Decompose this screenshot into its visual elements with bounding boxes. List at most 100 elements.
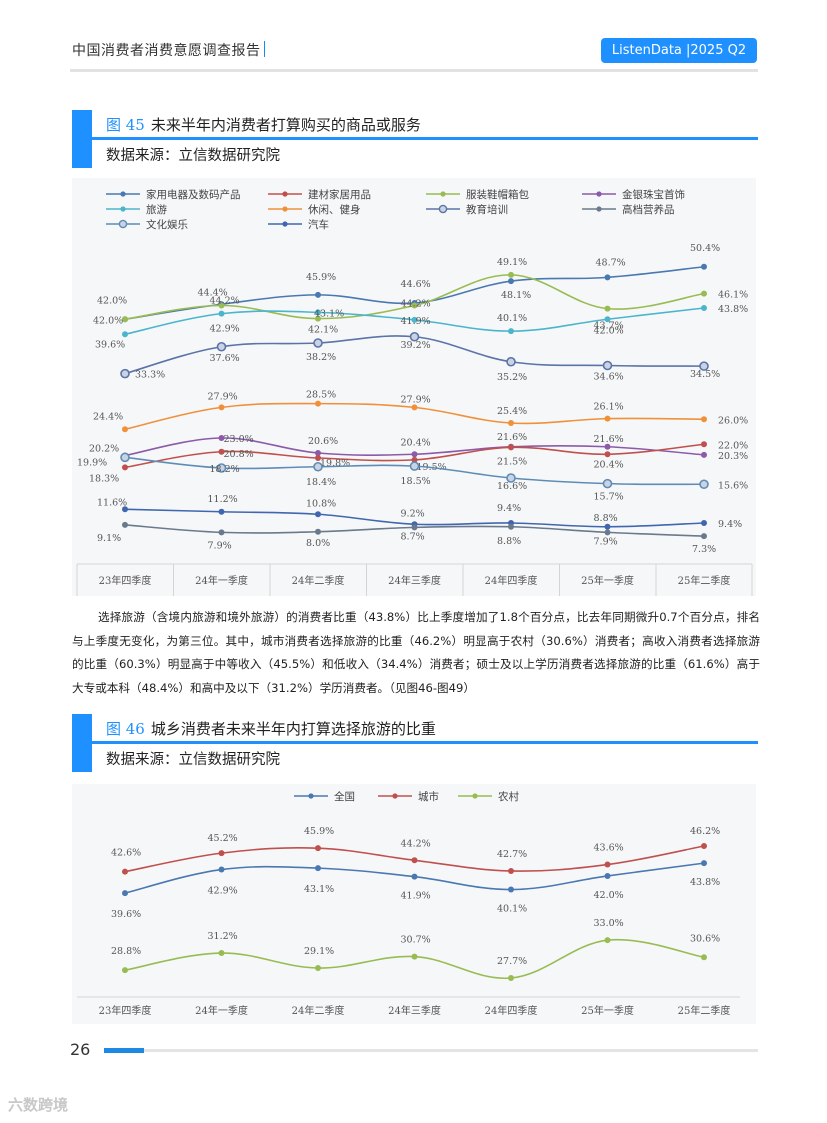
- data-label: 19.9%: [77, 457, 107, 468]
- data-point: [701, 954, 707, 961]
- data-label: 7.3%: [692, 544, 716, 555]
- series-旅游: 39.6% 42.9% 43.1% 41.9% 40.1% 42.0% 43.8%: [95, 304, 748, 350]
- legend-marker: [438, 204, 448, 214]
- series-金银珠宝首饰: 20.2% 23.0% 20.6% 20.4% 21.6% 21.6% 20.3%: [89, 432, 748, 462]
- data-point: [218, 866, 225, 873]
- data-point: [218, 950, 225, 957]
- data-point: [701, 451, 707, 458]
- data-label: 15.6%: [718, 480, 748, 491]
- legend-item: 高档营养品: [582, 203, 675, 216]
- data-label: 40.1%: [497, 904, 527, 915]
- data-label: 9.4%: [497, 503, 521, 514]
- data-point: [411, 857, 418, 864]
- chart-46: 全国 城市 农村 39.6% 42.9% 43.1% 41.9% 40.1% 42.0% 43.8…: [72, 784, 756, 1024]
- data-point: [122, 967, 128, 974]
- data-label: 8.7%: [401, 531, 425, 542]
- x-tick-label: 23年四季度: [99, 1004, 152, 1017]
- data-point: [508, 523, 514, 530]
- data-point: [701, 533, 707, 540]
- data-label: 42.0%: [93, 315, 123, 326]
- figure-46-title: 图 46 城乡消费者未来半年内打算选择旅游的比重: [106, 718, 436, 739]
- data-point: [604, 316, 611, 323]
- figure-rule: [92, 137, 758, 140]
- x-tick-label: 25年二季度: [678, 1004, 731, 1017]
- legend-label: 城市: [418, 790, 439, 803]
- data-label: 31.2%: [208, 931, 238, 942]
- data-point: [120, 452, 130, 463]
- data-label: 10.8%: [306, 498, 336, 509]
- legend-item: 全国: [294, 790, 355, 803]
- series-休闲、健身: 24.4% 27.9% 28.5% 27.9% 25.4% 26.1% 26.0%: [93, 390, 748, 433]
- series-汽车: 11.6% 11.2% 10.8% 9.2% 9.4% 8.8% 9.4%: [97, 494, 742, 530]
- data-point: [122, 890, 128, 897]
- data-point: [122, 868, 128, 875]
- data-point: [604, 529, 611, 536]
- data-label: 34.5%: [690, 369, 720, 380]
- data-point: [699, 479, 709, 490]
- data-point: [701, 860, 707, 867]
- data-point: [122, 464, 128, 471]
- data-point: [218, 850, 225, 857]
- data-label: 42.0%: [97, 295, 127, 306]
- figure-45-title: 图 45 未来半年内消费者打算购买的商品或服务: [106, 114, 421, 135]
- data-label: 20.4%: [594, 459, 624, 470]
- data-label: 20.4%: [401, 437, 431, 448]
- data-point: [604, 443, 611, 450]
- data-label: 7.9%: [208, 540, 232, 551]
- watermark-logo: 六数跨境: [8, 1096, 69, 1114]
- legend-marker: [282, 221, 288, 227]
- figure-rule: [92, 741, 758, 744]
- legend-label: 汽车: [308, 218, 329, 231]
- data-point: [218, 529, 225, 536]
- x-tick-label: 24年二季度: [292, 574, 345, 587]
- data-point: [604, 305, 611, 312]
- series-服装鞋帽箱包: 42.0% 44.2% 42.1% 44.2% 49.1% 43.7% 46.1%: [93, 257, 748, 336]
- data-point: [315, 845, 321, 852]
- data-point: [218, 302, 225, 309]
- data-label: 42.7%: [497, 849, 527, 860]
- legend-label: 文化娱乐: [146, 218, 188, 231]
- figure-46-heading: 图 46 城乡消费者未来半年内打算选择旅游的比重 数据来源：立信数据研究院: [72, 714, 758, 772]
- data-label: 46.1%: [718, 290, 748, 301]
- data-label: 39.6%: [95, 339, 125, 350]
- data-label: 7.9%: [594, 536, 618, 547]
- data-point: [604, 872, 611, 879]
- data-label: 26.1%: [594, 402, 624, 413]
- legend-label: 建材家居用品: [308, 188, 371, 201]
- data-point: [315, 511, 321, 518]
- legend-item: 金银珠宝首饰: [582, 188, 685, 201]
- data-label: 11.6%: [97, 497, 127, 508]
- data-label: 21.5%: [497, 456, 527, 467]
- x-tick-label: 24年四季度: [485, 574, 538, 587]
- data-point: [604, 451, 611, 458]
- data-label: 28.5%: [306, 390, 336, 401]
- data-point: [411, 953, 418, 960]
- chart-45: 家用电器及数码产品 建材家居用品 服装鞋帽箱包 金银珠宝首饰 旅游 休闲、健身 教育培训 高档…: [72, 178, 756, 596]
- data-point: [508, 975, 514, 981]
- series-建材家居用品: 18.3%20.8%19.8% 19.5% 21.5% 20.4%22.0%: [89, 440, 748, 484]
- legend-item: 教育培训: [426, 203, 508, 216]
- x-tick-label: 25年一季度: [581, 1004, 634, 1017]
- data-point: [313, 461, 323, 472]
- legend-item: 文化娱乐: [106, 218, 188, 231]
- legend-item: 建材家居用品: [268, 188, 371, 201]
- legend-marker: [282, 191, 288, 197]
- data-label: 44.4%: [198, 287, 228, 298]
- x-tick-label: 24年二季度: [292, 1004, 345, 1017]
- data-point: [315, 400, 321, 407]
- data-label: 40.1%: [497, 313, 527, 324]
- data-point: [508, 444, 514, 451]
- data-label: 44.6%: [401, 279, 431, 290]
- data-point: [409, 461, 420, 471]
- data-label: 42.9%: [210, 324, 240, 335]
- data-label: 39.6%: [111, 909, 141, 920]
- data-label: 9.1%: [97, 533, 121, 544]
- x-tick-label: 24年一季度: [195, 574, 248, 587]
- data-point: [411, 316, 418, 323]
- data-point: [409, 331, 420, 342]
- data-point: [701, 843, 707, 849]
- data-point: [315, 309, 321, 316]
- legend-marker: [282, 206, 288, 212]
- data-label: 33.3%: [135, 370, 165, 381]
- data-label: 27.7%: [497, 956, 527, 967]
